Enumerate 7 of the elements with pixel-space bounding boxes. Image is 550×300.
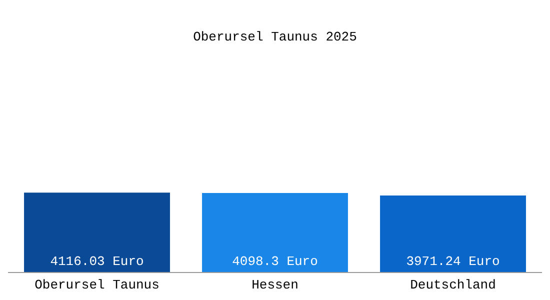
data-label: 4116.03 Euro (50, 254, 144, 269)
chart-title: Oberursel Taunus 2025 (193, 30, 357, 45)
x-tick-label: Hessen (252, 278, 298, 293)
data-label: 4098.3 Euro (232, 254, 318, 269)
data-label: 3971.24 Euro (406, 254, 500, 269)
x-tick-label: Deutschland (410, 278, 496, 293)
x-tick-label: Oberursel Taunus (34, 278, 160, 293)
